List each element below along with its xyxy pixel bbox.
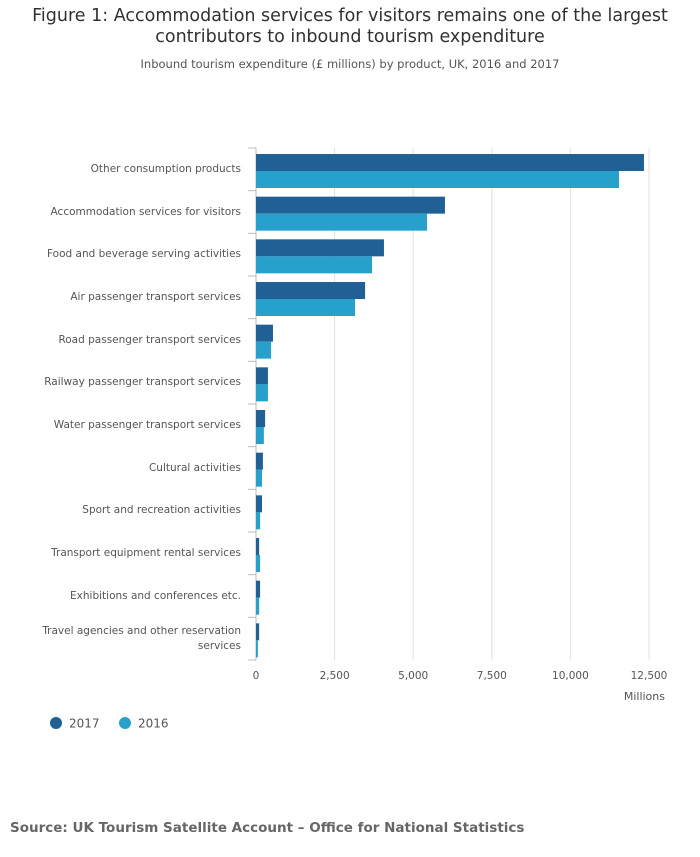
legend-marker xyxy=(119,717,131,729)
legend-marker xyxy=(50,717,62,729)
bar xyxy=(256,495,262,513)
legend-label: 2017 xyxy=(69,717,100,731)
y-tick-label: Exhibitions and conferences etc. xyxy=(70,589,241,602)
source-note: Source: UK Tourism Satellite Account – O… xyxy=(10,820,525,836)
y-tick-label: Railway passenger transport services xyxy=(44,376,241,389)
bar xyxy=(256,324,273,342)
chart-subtitle: Inbound tourism expenditure (£ millions)… xyxy=(140,57,560,71)
bar xyxy=(256,384,268,402)
bar xyxy=(256,580,261,598)
bar xyxy=(256,341,272,359)
bar xyxy=(256,427,264,444)
bar xyxy=(256,640,258,658)
y-tick-label: Transport equipment rental services xyxy=(51,546,241,559)
bar xyxy=(256,299,356,316)
y-tick-label: Travel agencies and other reservation se… xyxy=(42,624,241,652)
y-tick-label: Water passenger transport services xyxy=(53,418,241,431)
x-tick-label: 7,500 xyxy=(477,670,507,682)
bar xyxy=(256,555,261,572)
x-tick-label: 2,500 xyxy=(320,670,350,682)
bar xyxy=(256,256,373,274)
y-tick-label: Road passenger transport services xyxy=(58,333,241,346)
x-tick-label: 10,000 xyxy=(552,670,589,682)
x-tick-label: 12,500 xyxy=(631,670,668,682)
y-tick-label: Air passenger transport services xyxy=(70,290,241,303)
bar xyxy=(256,154,644,171)
x-tick-label: 5,000 xyxy=(398,670,428,682)
bar xyxy=(256,597,260,615)
bar xyxy=(256,213,428,231)
bar xyxy=(256,282,366,299)
bar xyxy=(256,171,619,188)
chart-title: Figure 1: Accommodation services for vis… xyxy=(32,6,668,47)
y-tick-label: Cultural activities xyxy=(148,461,241,474)
bar xyxy=(256,469,262,487)
bar xyxy=(256,452,263,470)
legend-label: 2016 xyxy=(138,717,169,731)
y-tick-label: Food and beverage serving activities xyxy=(47,248,241,261)
bar xyxy=(256,410,266,427)
x-tick-label: 0 xyxy=(253,670,260,682)
bar xyxy=(256,538,260,555)
y-tick-label: Other consumption products xyxy=(90,162,241,175)
y-tick-label: Accommodation services for visitors xyxy=(50,205,241,218)
y-tick-label: Sport and recreation activities xyxy=(82,504,241,517)
bar xyxy=(256,623,260,641)
x-axis-label: Millions xyxy=(624,690,665,703)
bar xyxy=(256,367,268,385)
bar xyxy=(256,512,261,530)
bar xyxy=(256,239,384,257)
bar xyxy=(256,196,445,214)
